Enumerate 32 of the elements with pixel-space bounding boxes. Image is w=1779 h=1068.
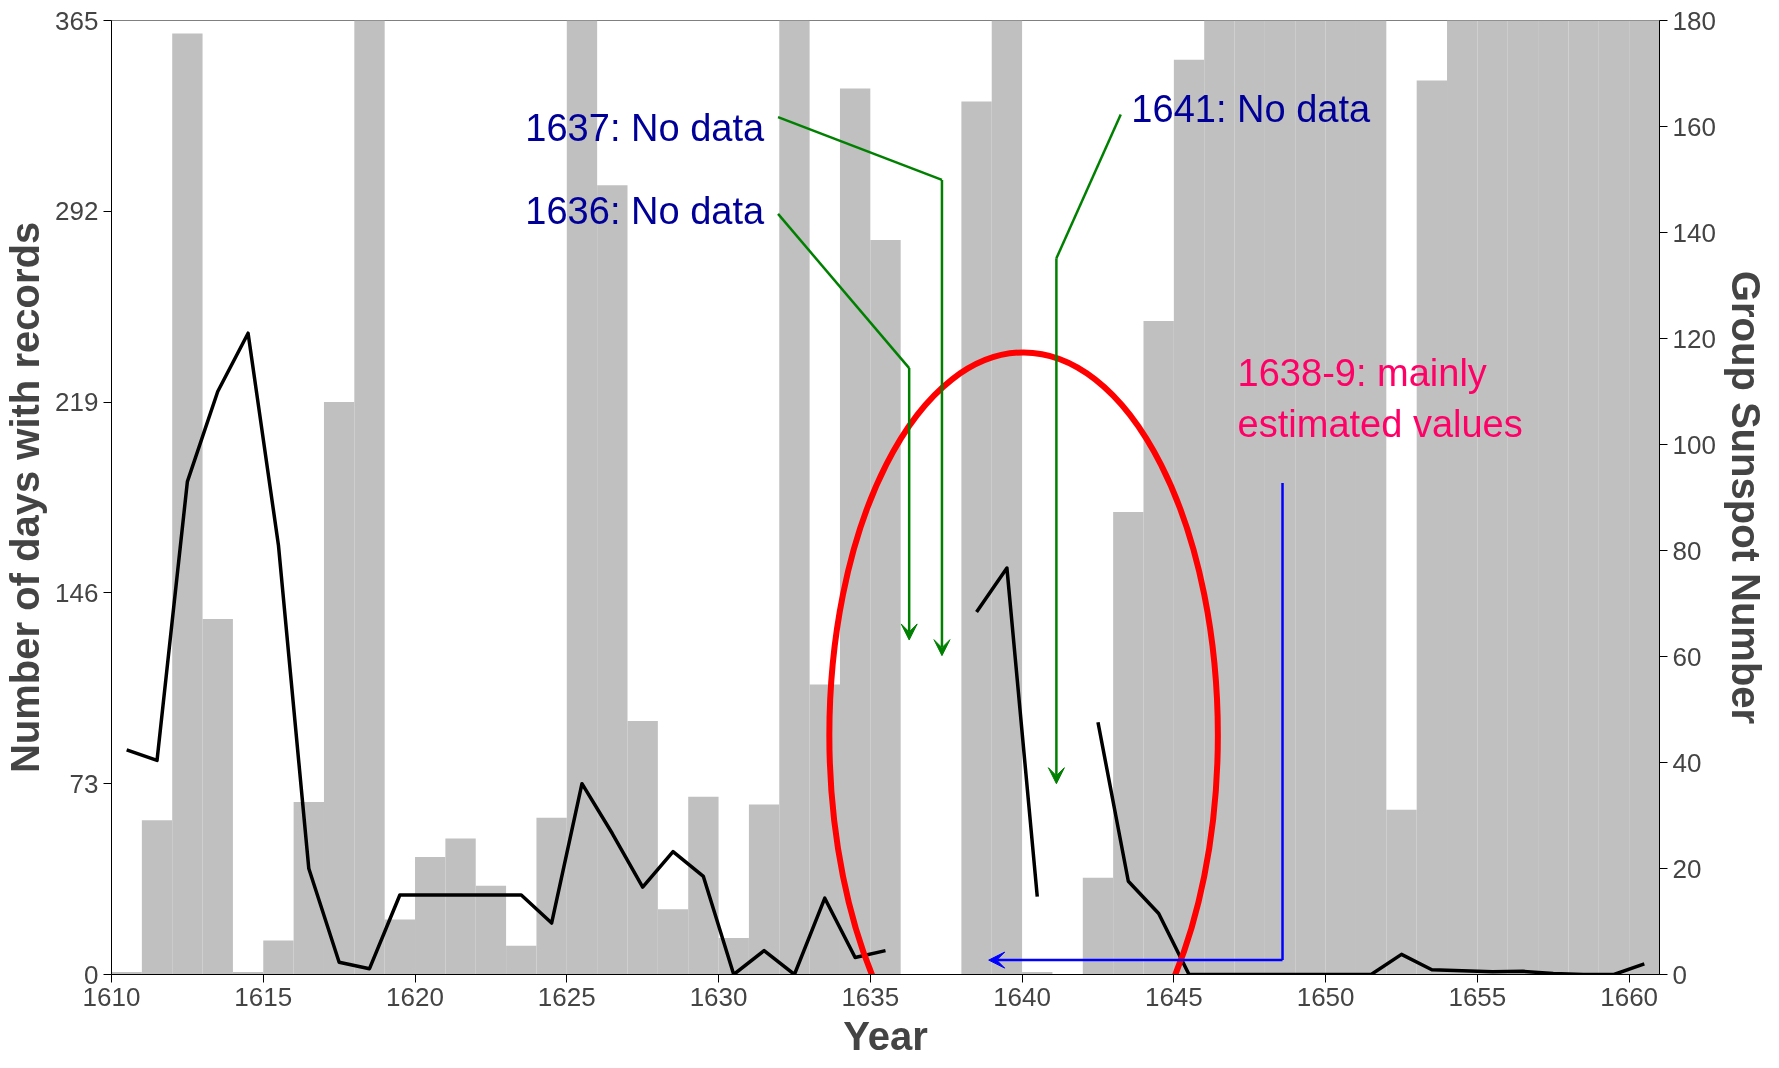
y-tick-label: 219 bbox=[55, 387, 99, 418]
x-tick-label: 1645 bbox=[1144, 981, 1203, 1012]
y2-tick-label: 120 bbox=[1672, 323, 1716, 354]
y-tick-label: 73 bbox=[69, 768, 99, 799]
x-tick-label: 1630 bbox=[689, 981, 748, 1012]
y-tick-label: 365 bbox=[55, 5, 99, 36]
y-tick-label: 292 bbox=[55, 196, 99, 227]
annotation: 1636: No data bbox=[525, 190, 765, 233]
x-tick-label: 1625 bbox=[537, 981, 596, 1012]
y2-tick-label: 20 bbox=[1672, 853, 1702, 884]
y2-axis-title: Group Sunspot Number bbox=[1723, 270, 1768, 725]
y2-tick-label: 80 bbox=[1672, 535, 1702, 566]
x-tick-label: 1620 bbox=[386, 981, 444, 1012]
y2-tick-label: 60 bbox=[1672, 641, 1702, 672]
y2-tick-label: 160 bbox=[1672, 111, 1716, 142]
annotation: 1641: No data bbox=[1131, 88, 1371, 131]
x-axis-title: Year bbox=[843, 1013, 928, 1058]
x-tick-label: 1655 bbox=[1448, 981, 1507, 1012]
y-axis-title: Number of days with records bbox=[3, 221, 48, 774]
x-tick-label: 1650 bbox=[1296, 981, 1355, 1012]
x-tick-label: 1635 bbox=[841, 981, 900, 1012]
y-tick-label: 146 bbox=[55, 577, 99, 608]
y2-tick-label: 140 bbox=[1672, 217, 1716, 248]
y2-tick-label: 100 bbox=[1672, 429, 1716, 460]
y2-tick-label: 40 bbox=[1672, 747, 1702, 778]
y2-tick-label: 0 bbox=[1672, 959, 1687, 990]
x-tick-label: 1660 bbox=[1600, 981, 1659, 1012]
annotation: 1638-9: mainly estimated values bbox=[1237, 352, 1523, 445]
x-tick-label: 1615 bbox=[234, 981, 293, 1012]
x-tick-label: 1640 bbox=[993, 981, 1052, 1012]
y2-tick-label: 180 bbox=[1672, 5, 1716, 36]
annotation: 1637: No data bbox=[525, 106, 765, 149]
